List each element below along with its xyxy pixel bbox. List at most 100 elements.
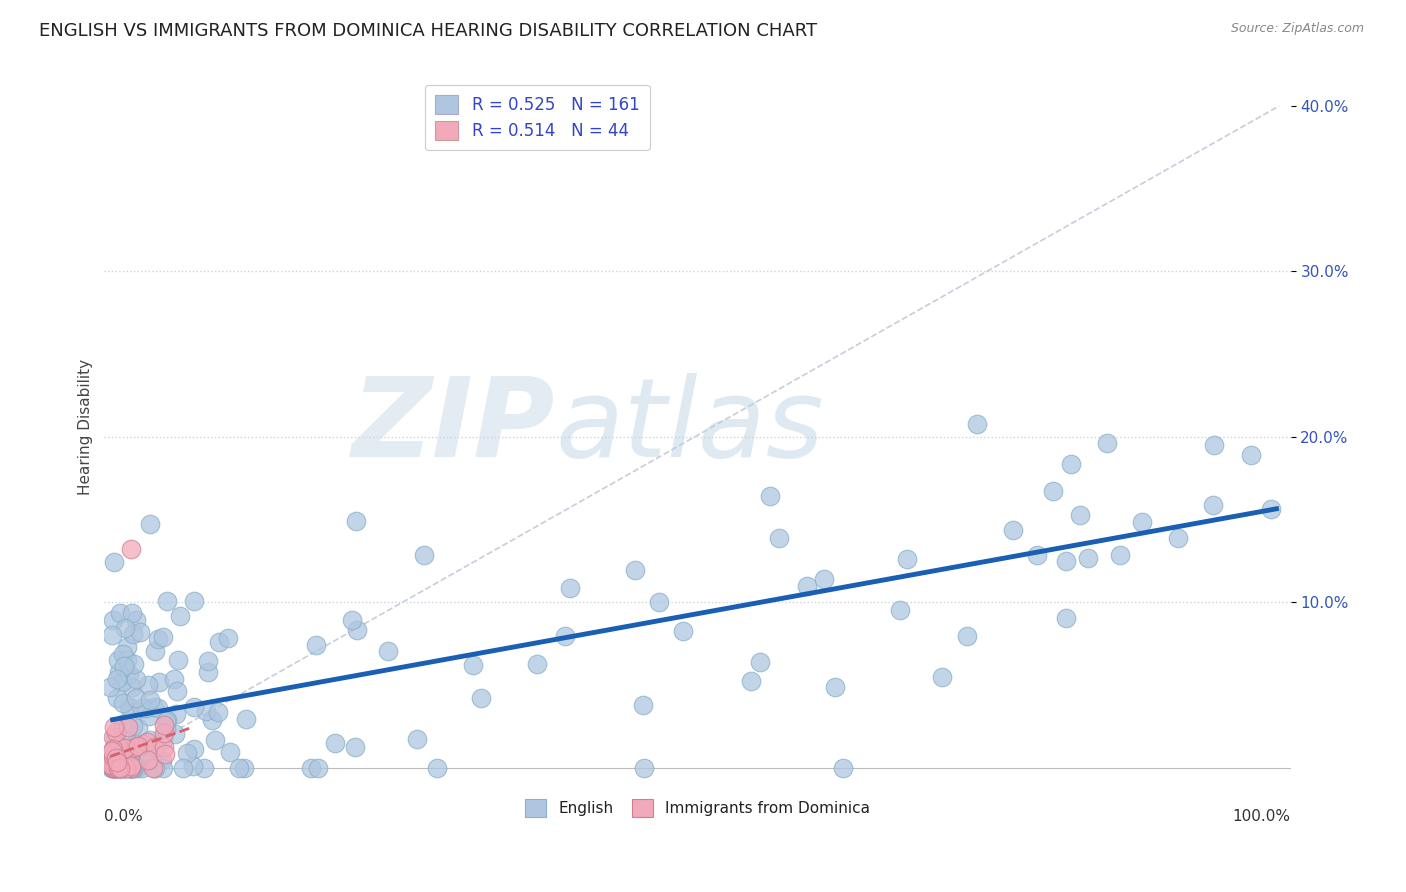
Point — [103, 761, 125, 775]
Point — [156, 713, 179, 727]
Point — [217, 631, 239, 645]
Point — [1054, 554, 1077, 568]
Point — [101, 748, 124, 763]
Point — [132, 737, 155, 751]
Point — [108, 665, 131, 679]
Point — [172, 761, 194, 775]
Point — [233, 761, 256, 775]
Point — [115, 640, 138, 654]
Point — [134, 700, 156, 714]
Point — [138, 709, 160, 723]
Text: ENGLISH VS IMMIGRANTS FROM DOMINICA HEARING DISABILITY CORRELATION CHART: ENGLISH VS IMMIGRANTS FROM DOMINICA HEAR… — [39, 22, 817, 40]
Point — [122, 761, 145, 775]
Point — [1240, 449, 1263, 463]
Point — [104, 761, 127, 775]
Point — [299, 761, 322, 775]
Point — [105, 691, 128, 706]
Point — [110, 675, 132, 690]
Point — [107, 739, 129, 753]
Point — [115, 731, 138, 745]
Point — [153, 740, 176, 755]
Point — [152, 761, 174, 775]
Point — [136, 754, 159, 768]
Point — [121, 761, 143, 775]
Point — [1109, 548, 1132, 562]
Point — [112, 659, 135, 673]
Point — [560, 581, 582, 595]
Point — [101, 761, 124, 775]
Point — [129, 625, 152, 640]
Point — [340, 613, 363, 627]
Point — [117, 746, 139, 760]
Point — [131, 761, 153, 775]
Point — [136, 735, 159, 749]
Point — [125, 690, 148, 705]
Point — [169, 608, 191, 623]
Point — [183, 594, 205, 608]
Point — [100, 757, 122, 772]
Point — [633, 761, 655, 775]
Point — [101, 749, 124, 764]
Point — [120, 701, 142, 715]
Point — [104, 731, 127, 746]
Point — [152, 733, 174, 747]
Point — [896, 552, 918, 566]
Point — [118, 700, 141, 714]
Point — [344, 739, 367, 754]
Point — [103, 720, 125, 734]
Point — [413, 548, 436, 562]
Point — [235, 713, 257, 727]
Point — [749, 656, 772, 670]
Point — [181, 759, 204, 773]
Point — [107, 761, 129, 775]
Point — [143, 644, 166, 658]
Point — [98, 680, 121, 694]
Point — [813, 572, 835, 586]
Text: ZIP: ZIP — [352, 374, 555, 481]
Point — [114, 740, 136, 755]
Point — [141, 753, 163, 767]
Point — [796, 579, 818, 593]
Point — [759, 489, 782, 503]
Point — [197, 665, 219, 679]
Point — [1077, 550, 1099, 565]
Text: Source: ZipAtlas.com: Source: ZipAtlas.com — [1230, 22, 1364, 36]
Point — [165, 706, 187, 721]
Point — [115, 761, 138, 775]
Point — [104, 746, 127, 760]
Point — [344, 515, 367, 529]
Point — [1060, 457, 1083, 471]
Point — [824, 680, 846, 694]
Point — [111, 759, 134, 773]
Point — [183, 741, 205, 756]
Point — [1204, 438, 1226, 452]
Point — [108, 761, 131, 775]
Point — [193, 761, 215, 775]
Point — [120, 759, 142, 773]
Point — [111, 755, 134, 769]
Point — [155, 714, 177, 728]
Point — [470, 690, 492, 705]
Point — [631, 698, 654, 713]
Point — [104, 761, 127, 775]
Point — [107, 761, 129, 775]
Point — [1095, 436, 1118, 450]
Point — [131, 700, 153, 714]
Point — [103, 555, 125, 569]
Point — [108, 606, 131, 620]
Point — [195, 705, 218, 719]
Point — [1001, 524, 1024, 538]
Point — [125, 613, 148, 627]
Point — [197, 654, 219, 668]
Point — [100, 761, 122, 775]
Point — [163, 727, 186, 741]
Point — [122, 719, 145, 733]
Point — [103, 761, 125, 775]
Point — [740, 673, 762, 688]
Point — [931, 670, 953, 684]
Point — [142, 761, 165, 775]
Point — [111, 749, 134, 764]
Point — [121, 680, 143, 694]
Point — [148, 675, 170, 690]
Point — [832, 761, 855, 775]
